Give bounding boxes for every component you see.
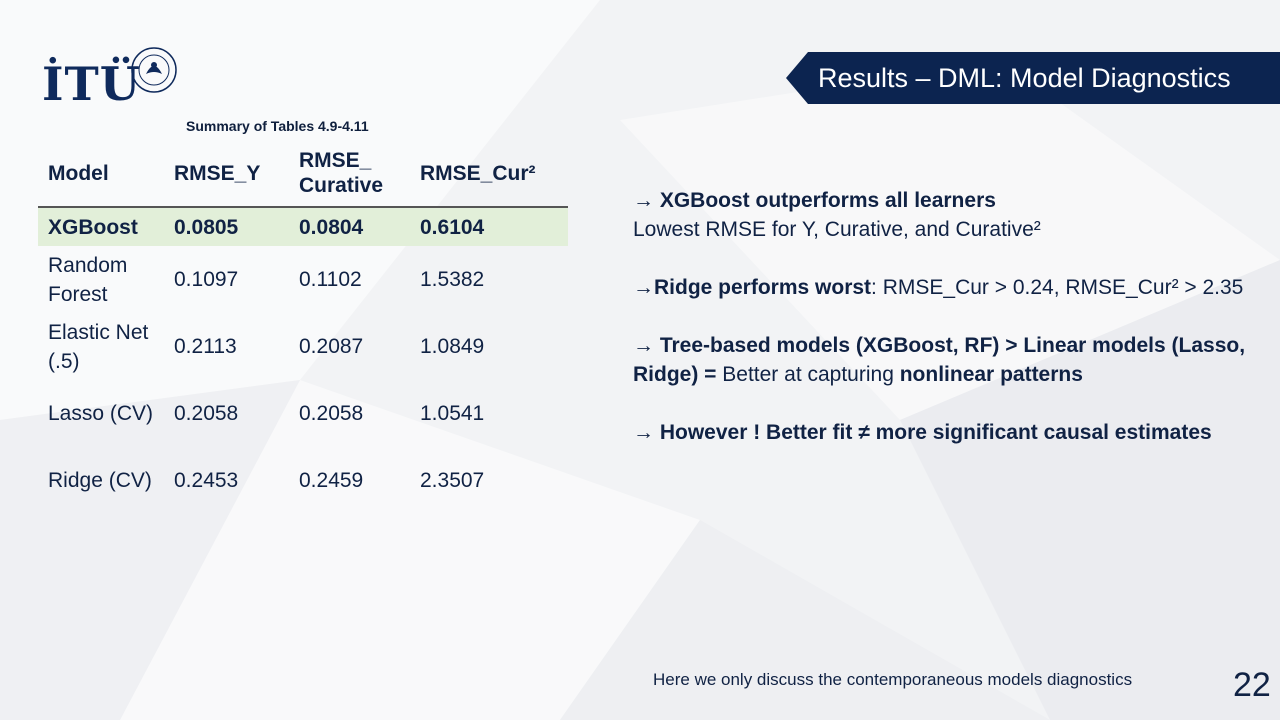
cell-model: Ridge (CV) [48, 469, 152, 492]
cell-rmse-curative: 0.2459 [299, 469, 364, 492]
cell-rmse-curative: 0.2087 [299, 335, 364, 358]
cell-model: Lasso (CV) [48, 402, 154, 425]
slide-title: Results – DML: Model Diagnostics [818, 63, 1231, 93]
finding-heading: → However ! Better fit ≠ more significan… [633, 421, 1212, 444]
cell-rmse-cur2: 1.0849 [420, 335, 485, 358]
cell-rmse-cur2: 0.6104 [410, 207, 568, 246]
cell-rmse-cur2: 1.5382 [420, 268, 485, 291]
title-bar [786, 52, 1280, 104]
cell-rmse-cur2: 1.0541 [420, 402, 485, 425]
itu-logo: İTÜ [42, 38, 182, 118]
table-row: Elastic Net (.5) 0.2113 0.2087 1.0849 [38, 313, 568, 380]
finding-however: → However ! Better fit ≠ more significan… [633, 418, 1253, 447]
cell-model: Elastic Net (.5) [48, 320, 149, 373]
findings-list: → XGBoost outperforms all learners Lowes… [633, 186, 1253, 476]
page-number: 22 [1233, 666, 1271, 704]
finding-text: Better at capturing [716, 363, 900, 386]
table-row: Lasso (CV) 0.2058 0.2058 1.0541 [38, 380, 568, 447]
results-table: Model RMSE_Y RMSE_ Curative RMSE_Cur² XG… [38, 140, 568, 514]
cell-rmse-y: 0.2058 [174, 402, 239, 425]
finding-emphasis: nonlinear patterns [899, 363, 1083, 386]
finding-text: : RMSE_Cur > 0.24, RMSE_Cur² > 2.35 [871, 276, 1244, 299]
header-rmse-y: RMSE_Y [164, 140, 289, 208]
cell-rmse-y: 0.2453 [174, 469, 239, 492]
finding-heading: →Ridge performs worst [633, 276, 872, 299]
cell-rmse-curative: 0.2058 [299, 402, 364, 425]
cell-model: Random Forest [48, 253, 128, 306]
finding-heading: → XGBoost outperforms all learners [633, 189, 996, 212]
table-caption: Summary of Tables 4.9-4.11 [186, 118, 369, 134]
footnote: Here we only discuss the contemporaneous… [653, 670, 1133, 689]
cell-rmse-curative: 0.1102 [299, 268, 362, 291]
cell-rmse-y: 0.1097 [174, 268, 239, 291]
table-row: XGBoost 0.0805 0.0804 0.6104 [38, 207, 568, 246]
header-rmse-curative: RMSE_ Curative [289, 140, 410, 208]
university-seal-icon [131, 47, 177, 93]
header-rmse-cur2: RMSE_Cur² [410, 140, 568, 208]
finding-text: Lowest RMSE for Y, Curative, and Curativ… [633, 218, 1041, 241]
cell-rmse-cur2: 2.3507 [420, 469, 485, 492]
cell-model: XGBoost [38, 207, 164, 246]
table-header-row: Model RMSE_Y RMSE_ Curative RMSE_Cur² [38, 140, 568, 208]
finding-heading: → Tree-based models (XGBoost, RF) > Line… [633, 334, 1246, 386]
cell-rmse-y: 0.0805 [164, 207, 289, 246]
finding-ridge: →Ridge performs worst: RMSE_Cur > 0.24, … [633, 273, 1253, 302]
table-row: Ridge (CV) 0.2453 0.2459 2.3507 [38, 447, 568, 514]
finding-tree-vs-linear: → Tree-based models (XGBoost, RF) > Line… [633, 331, 1253, 389]
cell-rmse-curative: 0.0804 [289, 207, 410, 246]
cell-rmse-y: 0.2113 [174, 335, 237, 358]
table-row: Random Forest 0.1097 0.1102 1.5382 [38, 246, 568, 313]
finding-xgboost: → XGBoost outperforms all learners Lowes… [633, 186, 1253, 244]
header-model: Model [38, 140, 164, 208]
logo-wordmark: İTÜ [42, 57, 141, 111]
